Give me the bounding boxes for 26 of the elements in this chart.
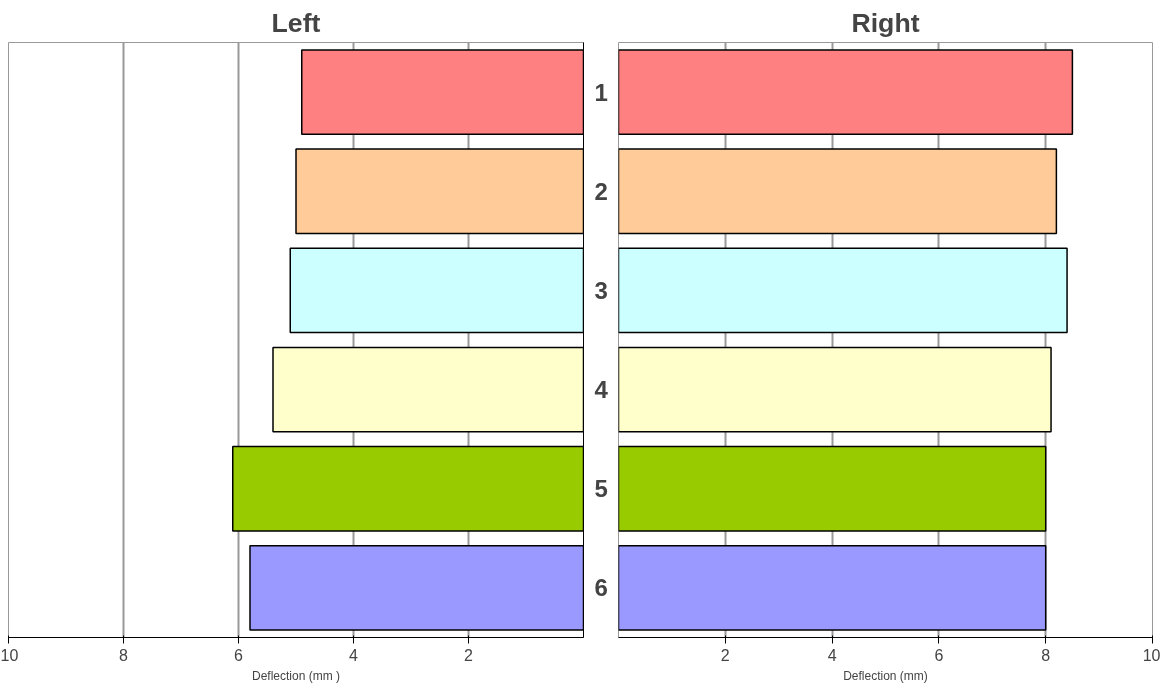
x-tick-label: 10	[0, 646, 19, 664]
y-tick-label: 4	[594, 376, 609, 404]
y-tick-label: 1	[594, 78, 608, 106]
y-tick-label: 6	[594, 574, 608, 602]
y-tick-label: 5	[594, 475, 608, 503]
chart-title: Right	[851, 7, 920, 38]
x-tick-label: 6	[934, 646, 944, 664]
x-tick-label: 8	[119, 646, 129, 664]
x-axis-title: Deflection (mm )	[251, 668, 341, 683]
y-tick-label: 2	[594, 177, 608, 205]
x-axis-title: Deflection (mm)	[843, 668, 928, 683]
bar	[618, 49, 1074, 135]
bar	[618, 346, 1052, 433]
bar	[618, 148, 1058, 235]
x-tick-label: 10	[1142, 646, 1161, 664]
bar	[618, 545, 1047, 631]
x-tick-label: 6	[234, 646, 244, 664]
x-tick-label: 4	[349, 646, 359, 664]
x-tick-label: 2	[720, 646, 730, 664]
x-tick-label: 4	[827, 646, 837, 664]
bar	[618, 247, 1068, 334]
chart-title: Left	[271, 7, 321, 38]
x-tick-label: 8	[1041, 646, 1051, 664]
x-tick-label: 2	[464, 646, 474, 664]
y-tick-label: 3	[594, 276, 608, 304]
bar	[618, 445, 1047, 532]
